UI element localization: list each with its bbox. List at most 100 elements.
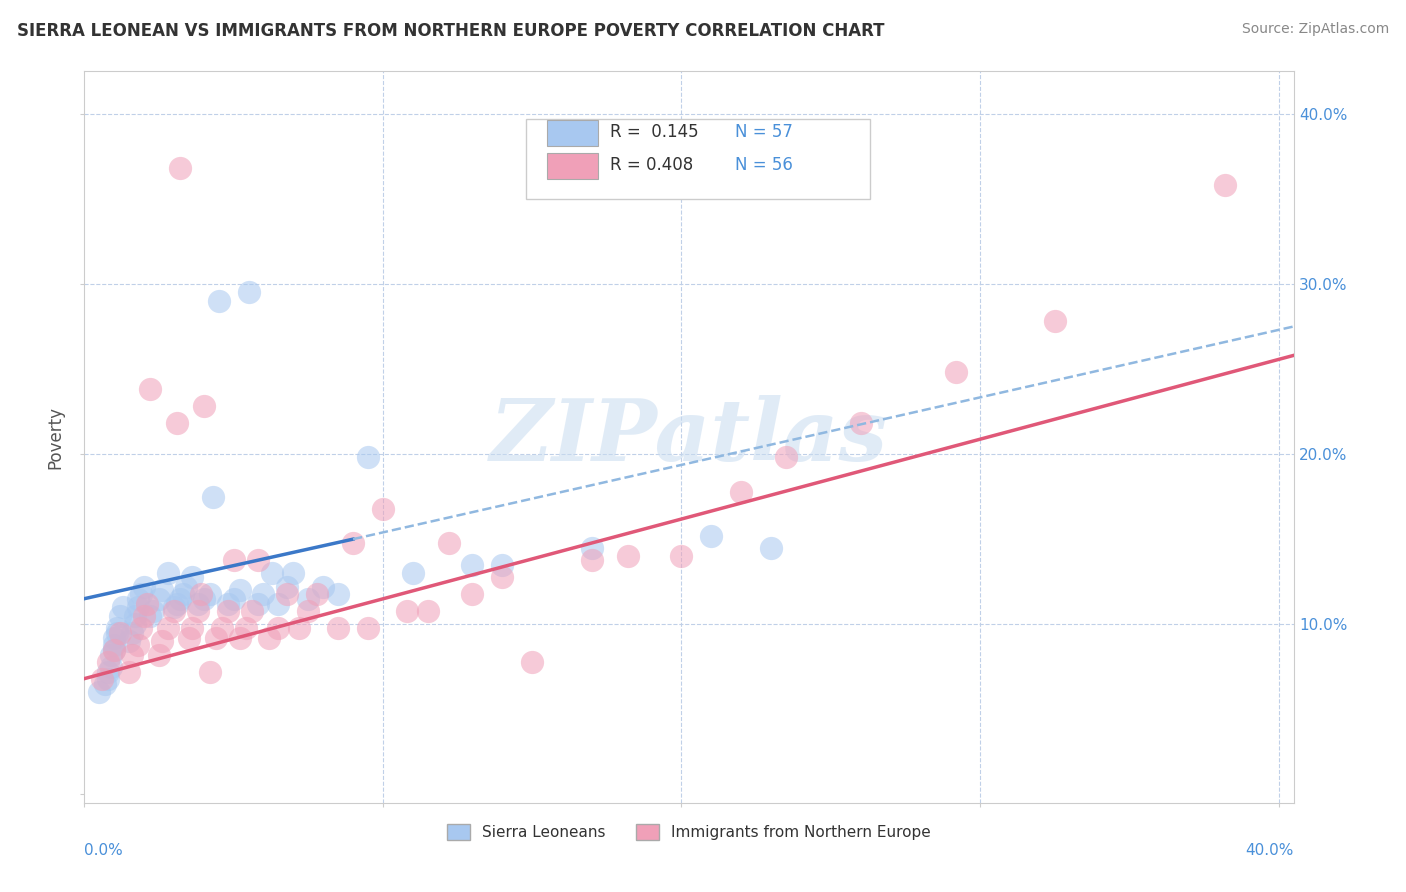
- Point: [211, 621, 233, 635]
- Point: [326, 621, 349, 635]
- Point: [307, 586, 329, 600]
- Point: [246, 552, 269, 566]
- Point: [775, 450, 797, 465]
- Text: Source: ZipAtlas.com: Source: ZipAtlas.com: [1241, 22, 1389, 37]
- Point: [156, 566, 179, 581]
- Point: [124, 608, 146, 623]
- Text: R =  0.145: R = 0.145: [610, 123, 699, 141]
- Point: [103, 638, 125, 652]
- Point: [103, 642, 125, 657]
- Text: 0.0%: 0.0%: [84, 843, 124, 858]
- Text: 40.0%: 40.0%: [1246, 843, 1294, 858]
- Point: [581, 541, 603, 555]
- FancyBboxPatch shape: [526, 119, 870, 199]
- Point: [491, 569, 513, 583]
- Point: [89, 685, 111, 699]
- Point: [187, 597, 209, 611]
- Point: [148, 648, 170, 662]
- Point: [461, 558, 484, 572]
- Text: N = 56: N = 56: [735, 156, 793, 174]
- Point: [297, 591, 319, 606]
- Point: [1213, 178, 1236, 193]
- Point: [267, 597, 290, 611]
- Point: [139, 608, 162, 623]
- Point: [849, 417, 872, 431]
- Text: R = 0.408: R = 0.408: [610, 156, 693, 174]
- Point: [759, 541, 782, 555]
- Point: [172, 586, 194, 600]
- Point: [169, 591, 191, 606]
- Point: [150, 583, 173, 598]
- Point: [198, 665, 221, 679]
- Point: [97, 665, 120, 679]
- Point: [150, 634, 173, 648]
- FancyBboxPatch shape: [547, 120, 599, 146]
- Point: [193, 400, 215, 414]
- Point: [276, 580, 298, 594]
- Point: [180, 569, 202, 583]
- Point: [187, 604, 209, 618]
- Point: [121, 648, 143, 662]
- Point: [118, 634, 141, 648]
- Point: [259, 631, 281, 645]
- Point: [148, 591, 170, 606]
- Point: [357, 450, 380, 465]
- Text: ZIPatlas: ZIPatlas: [489, 395, 889, 479]
- Text: SIERRA LEONEAN VS IMMIGRANTS FROM NORTHERN EUROPE POVERTY CORRELATION CHART: SIERRA LEONEAN VS IMMIGRANTS FROM NORTHE…: [17, 22, 884, 40]
- Point: [671, 549, 693, 563]
- Point: [174, 580, 197, 594]
- Point: [208, 293, 231, 308]
- Point: [217, 604, 239, 618]
- Point: [108, 608, 131, 623]
- Point: [204, 631, 226, 645]
- Point: [127, 638, 149, 652]
- Point: [163, 600, 186, 615]
- Point: [276, 586, 298, 600]
- Point: [228, 631, 250, 645]
- Point: [288, 621, 311, 635]
- Point: [163, 604, 186, 618]
- Point: [193, 591, 215, 606]
- Point: [312, 580, 335, 594]
- Point: [100, 648, 122, 662]
- Point: [616, 549, 638, 563]
- Point: [581, 552, 603, 566]
- Point: [97, 672, 120, 686]
- Point: [127, 591, 149, 606]
- FancyBboxPatch shape: [547, 153, 599, 179]
- Point: [522, 655, 544, 669]
- Point: [129, 586, 152, 600]
- Point: [222, 552, 245, 566]
- Point: [129, 621, 152, 635]
- Legend: Sierra Leoneans, Immigrants from Northern Europe: Sierra Leoneans, Immigrants from Norther…: [441, 818, 936, 847]
- Y-axis label: Poverty: Poverty: [46, 406, 65, 468]
- Point: [124, 617, 146, 632]
- Point: [121, 625, 143, 640]
- Point: [326, 586, 349, 600]
- Point: [357, 621, 380, 635]
- Point: [252, 586, 274, 600]
- Point: [217, 597, 239, 611]
- Point: [169, 161, 191, 176]
- Point: [105, 621, 128, 635]
- Text: N = 57: N = 57: [735, 123, 793, 141]
- Point: [166, 417, 188, 431]
- Point: [235, 621, 257, 635]
- Point: [283, 566, 305, 581]
- Point: [700, 529, 723, 543]
- Point: [402, 566, 425, 581]
- Point: [198, 586, 221, 600]
- Point: [262, 566, 284, 581]
- Point: [297, 604, 319, 618]
- Point: [1043, 314, 1066, 328]
- Point: [730, 484, 752, 499]
- Point: [139, 383, 162, 397]
- Point: [267, 621, 290, 635]
- Point: [103, 631, 125, 645]
- Point: [94, 677, 117, 691]
- Point: [437, 535, 460, 549]
- Point: [127, 600, 149, 615]
- Point: [238, 285, 260, 300]
- Point: [240, 604, 263, 618]
- Point: [416, 604, 439, 618]
